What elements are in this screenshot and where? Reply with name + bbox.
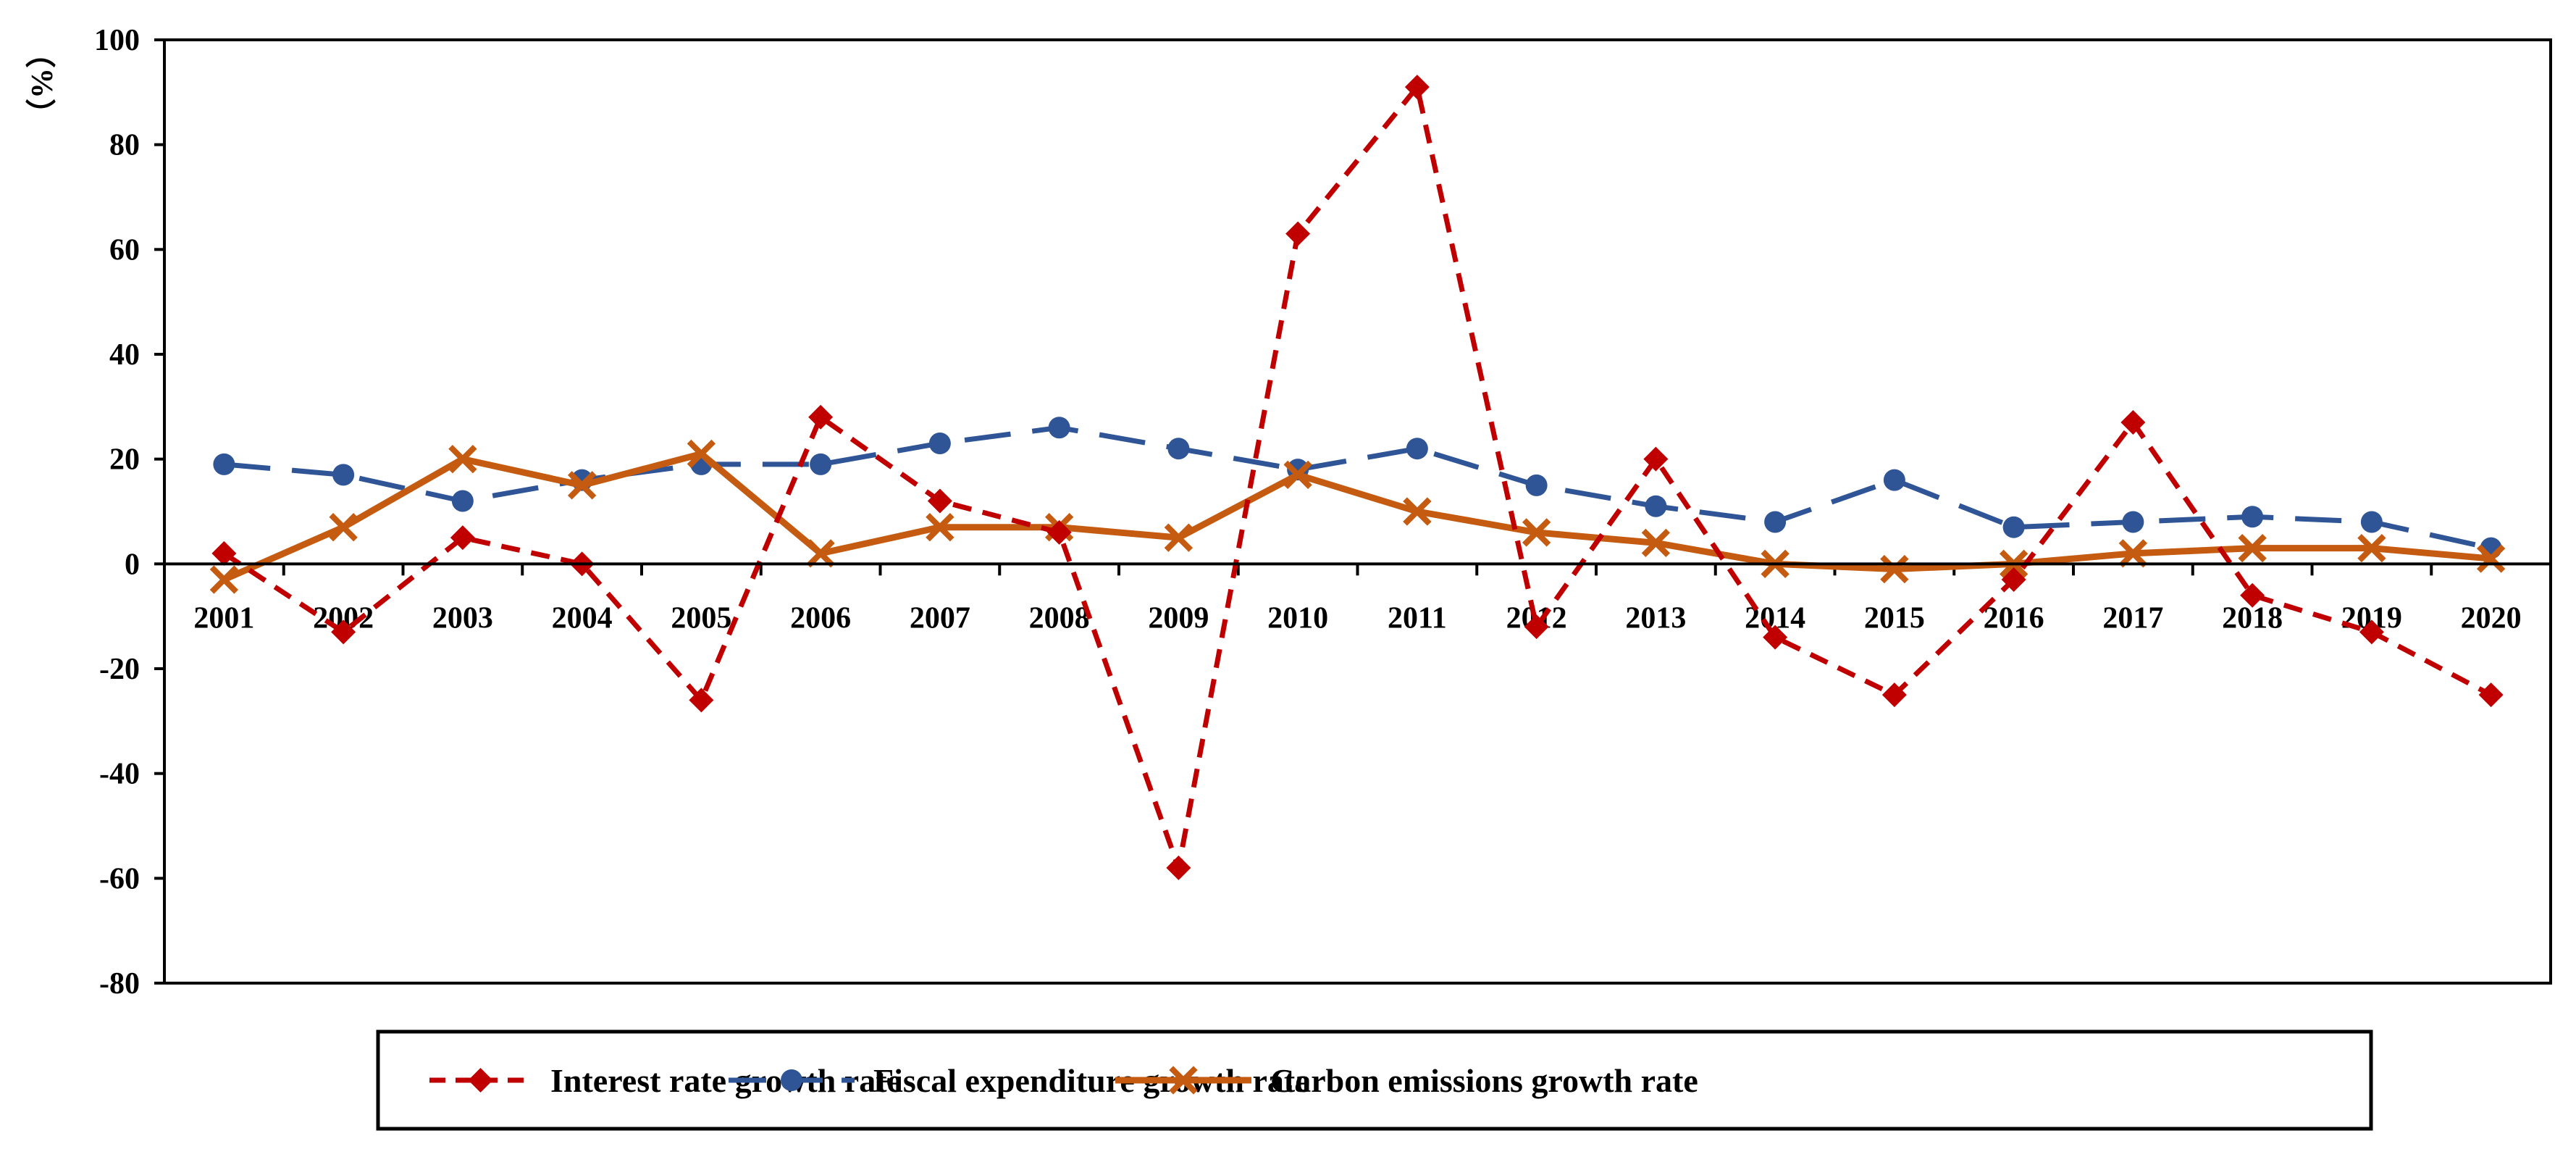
series-2 xyxy=(213,417,2502,559)
data-point-marker xyxy=(451,490,474,512)
x-tick-label: 2001 xyxy=(193,601,254,635)
data-point-marker xyxy=(2118,539,2148,568)
y-tick-label: -40 xyxy=(99,758,140,791)
series-line xyxy=(222,450,2492,583)
y-tick-label: -20 xyxy=(99,653,140,686)
data-point-marker xyxy=(1166,855,1191,880)
data-point-marker xyxy=(213,453,235,475)
y-tick-label: 60 xyxy=(109,233,140,267)
data-point-marker xyxy=(810,453,832,475)
series-line xyxy=(224,425,2492,551)
data-point-marker xyxy=(1643,446,1669,472)
data-point-marker xyxy=(2357,533,2386,563)
series-line xyxy=(222,84,2493,871)
data-point-marker xyxy=(567,471,597,500)
x-tick-label: 2008 xyxy=(1029,601,1090,635)
data-point-marker xyxy=(450,525,475,551)
data-point-marker xyxy=(2002,516,2025,538)
data-point-marker xyxy=(2240,582,2265,608)
y-axis-unit-label: （%） xyxy=(25,38,59,129)
data-point-marker xyxy=(2122,511,2144,533)
data-point-marker xyxy=(1525,474,1548,496)
legend-swatch-marker xyxy=(781,1069,802,1091)
legend-box xyxy=(376,1029,2373,1131)
data-point-marker xyxy=(806,539,835,568)
data-point-marker xyxy=(1406,438,1428,460)
x-tick-label: 2013 xyxy=(1625,601,1686,635)
data-point-marker xyxy=(1641,528,1671,558)
data-point-marker xyxy=(1524,614,1549,640)
x-axis-ticks: 2001 2002 2003 2004 2005 2006 2007 2008 2009 2010… xyxy=(163,564,2552,635)
data-point-marker xyxy=(808,404,834,430)
data-point-marker xyxy=(1285,221,1311,246)
x-tick-label: 2006 xyxy=(790,601,851,635)
data-point-marker xyxy=(1883,469,1905,491)
x-tick-label: 2004 xyxy=(552,601,613,635)
series-1 xyxy=(211,75,2504,880)
x-tick-label: 2016 xyxy=(1984,601,2044,635)
y-tick-label: -80 xyxy=(99,967,140,1001)
data-point-marker xyxy=(1763,625,1788,650)
x-tick-label: 2011 xyxy=(1388,601,1447,635)
y-axis-ticks: -80 -60 -40 -20 0 20 40 60 80 100 xyxy=(94,24,164,1001)
data-point-marker xyxy=(689,688,714,713)
series-layer xyxy=(209,75,2506,880)
data-point-marker xyxy=(1764,511,1787,533)
data-point-marker xyxy=(2238,533,2267,563)
x-tick-label: 2017 xyxy=(2102,601,2163,635)
data-point-marker xyxy=(2476,544,2506,573)
y-tick-label: 20 xyxy=(109,443,140,477)
data-point-marker xyxy=(1283,460,1312,490)
legend-label: Carbon emissions growth rate xyxy=(1270,1062,1698,1099)
plot-frame xyxy=(163,38,2552,985)
data-point-marker xyxy=(1881,682,1907,708)
y-tick-label: 40 xyxy=(109,338,140,372)
data-point-marker xyxy=(687,439,716,469)
y-tick-label: -60 xyxy=(99,862,140,895)
data-point-marker xyxy=(329,513,358,542)
data-point-marker xyxy=(209,565,239,594)
data-point-marker xyxy=(2359,619,2384,645)
x-tick-label: 2015 xyxy=(1864,601,1925,635)
legend-item-3: Carbon emissions growth rate xyxy=(1115,1062,1698,1099)
data-point-marker xyxy=(1164,523,1193,552)
y-tick-label: 100 xyxy=(94,24,140,57)
data-point-marker xyxy=(1046,519,1072,545)
data-point-marker xyxy=(1645,495,1667,517)
x-tick-label: 2007 xyxy=(910,601,970,635)
x-tick-label: 2010 xyxy=(1267,601,1328,635)
data-point-marker xyxy=(2001,567,2026,593)
data-point-marker xyxy=(926,513,955,542)
data-point-marker xyxy=(448,445,477,474)
data-point-marker xyxy=(1048,417,1070,439)
x-tick-label: 2005 xyxy=(671,601,731,635)
legend-swatch-marker xyxy=(468,1068,493,1093)
data-point-marker xyxy=(927,488,952,514)
data-point-marker xyxy=(1404,75,1430,100)
x-tick-label: 2020 xyxy=(2461,601,2522,635)
y-tick-label: 80 xyxy=(109,129,140,162)
data-point-marker xyxy=(2478,682,2504,708)
data-point-marker xyxy=(2120,410,2146,435)
data-point-marker xyxy=(211,540,237,566)
data-point-marker xyxy=(1167,438,1190,460)
legend-swatch-marker xyxy=(1169,1066,1198,1095)
data-point-marker xyxy=(1403,497,1432,526)
data-point-marker xyxy=(1880,554,1909,584)
data-point-marker xyxy=(2241,506,2264,528)
y-tick-label: 0 xyxy=(125,548,140,581)
data-point-marker xyxy=(332,464,355,486)
x-tick-label: 2009 xyxy=(1148,601,1209,635)
data-point-marker xyxy=(1522,518,1551,547)
data-point-marker xyxy=(331,619,356,645)
data-point-marker xyxy=(928,432,951,454)
x-tick-label: 2003 xyxy=(432,601,493,635)
data-point-marker xyxy=(2360,511,2383,533)
